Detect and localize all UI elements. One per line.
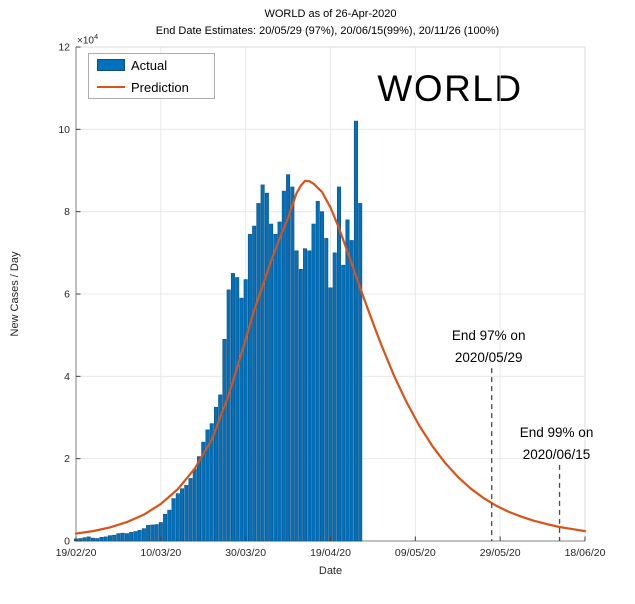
bar [230, 273, 235, 542]
figure-subtitle: End Date Estimates: 20/05/29 (97%), 20/0… [155, 25, 500, 37]
bar [175, 493, 180, 542]
bar [201, 441, 206, 542]
bar [205, 429, 210, 542]
bar [90, 537, 95, 542]
bar [192, 468, 197, 542]
bar [137, 529, 142, 542]
bar [129, 532, 134, 542]
country-label: WORLD [377, 68, 523, 109]
bar [247, 234, 252, 542]
bar [209, 423, 214, 542]
x-tick-label: 19/02/20 [56, 547, 97, 559]
bar [345, 219, 350, 542]
bar [133, 531, 138, 542]
bar [264, 192, 269, 542]
bar [82, 537, 87, 542]
bar [286, 174, 291, 542]
y-tick-label: 0 [64, 536, 70, 548]
bar [358, 203, 363, 542]
x-tick-label: 09/05/20 [395, 547, 436, 559]
bar [281, 190, 286, 542]
legend-label-actual: Actual [131, 57, 168, 73]
bar [146, 525, 151, 542]
bar [103, 536, 108, 542]
bar [349, 240, 354, 542]
bar [222, 338, 227, 542]
actual-bar-swatch-icon [97, 59, 125, 71]
x-tick-label: 19/04/20 [310, 547, 351, 559]
bar [150, 524, 155, 542]
bar [332, 252, 337, 542]
bar [197, 456, 202, 542]
annotation-label: End 99% on 2020/06/15 [520, 425, 594, 462]
bar [99, 536, 104, 542]
x-tick-label: 30/03/20 [225, 547, 266, 559]
prediction-line-swatch-icon [97, 85, 125, 89]
bar [303, 248, 308, 542]
bar [213, 406, 218, 542]
bar [277, 221, 282, 542]
x-tick-label: 18/06/20 [565, 547, 606, 559]
bar [243, 279, 248, 542]
bar [307, 250, 312, 542]
x-tick-label: 10/03/20 [140, 547, 181, 559]
x-tick-label: 29/05/20 [480, 547, 521, 559]
legend-item-actual: Actual [89, 54, 214, 76]
bar [298, 268, 303, 542]
bar [324, 238, 329, 542]
bar [256, 203, 261, 542]
y-tick-label: 6 [64, 289, 70, 301]
prediction-line [74, 179, 587, 535]
bar [180, 488, 185, 542]
bar [328, 287, 333, 542]
bar [86, 536, 91, 542]
bar [269, 223, 274, 542]
y-tick-label: 10 [58, 124, 70, 136]
annotation-label: End 97% on 2020/05/29 [452, 328, 526, 365]
bar [188, 478, 193, 542]
bar [290, 186, 295, 542]
bar [171, 498, 176, 542]
bar [320, 211, 325, 542]
x-axis-label: Date [318, 565, 343, 577]
bar [315, 201, 320, 542]
bar [260, 184, 265, 542]
bar [112, 534, 117, 542]
bar [95, 538, 100, 542]
bar [235, 277, 240, 542]
bar [167, 509, 172, 542]
bar [218, 394, 223, 542]
y-tick-label: 12 [58, 42, 70, 54]
legend: Actual Prediction [88, 53, 215, 99]
bar [141, 528, 146, 542]
bar [336, 186, 341, 542]
bar [163, 513, 168, 542]
y-tick-label: 8 [64, 206, 70, 218]
bar [294, 250, 299, 542]
bar [154, 524, 159, 542]
y-tick-label: 4 [64, 371, 70, 383]
legend-item-prediction: Prediction [89, 76, 214, 98]
bar [239, 297, 244, 542]
figure-title: WORLD as of 26-Apr-2020 [264, 8, 397, 20]
y-axis-multiplier: ×104 [77, 32, 99, 47]
bar [226, 289, 231, 542]
bar [311, 223, 316, 542]
bar [353, 120, 358, 542]
bar [124, 533, 129, 542]
bar [120, 532, 125, 542]
y-tick-label: 2 [64, 453, 70, 465]
bar [273, 234, 278, 542]
bar [252, 225, 257, 542]
legend-label-prediction: Prediction [131, 79, 189, 95]
bar [341, 264, 346, 542]
bar [116, 533, 121, 542]
bar [184, 485, 189, 542]
bar [107, 535, 112, 542]
